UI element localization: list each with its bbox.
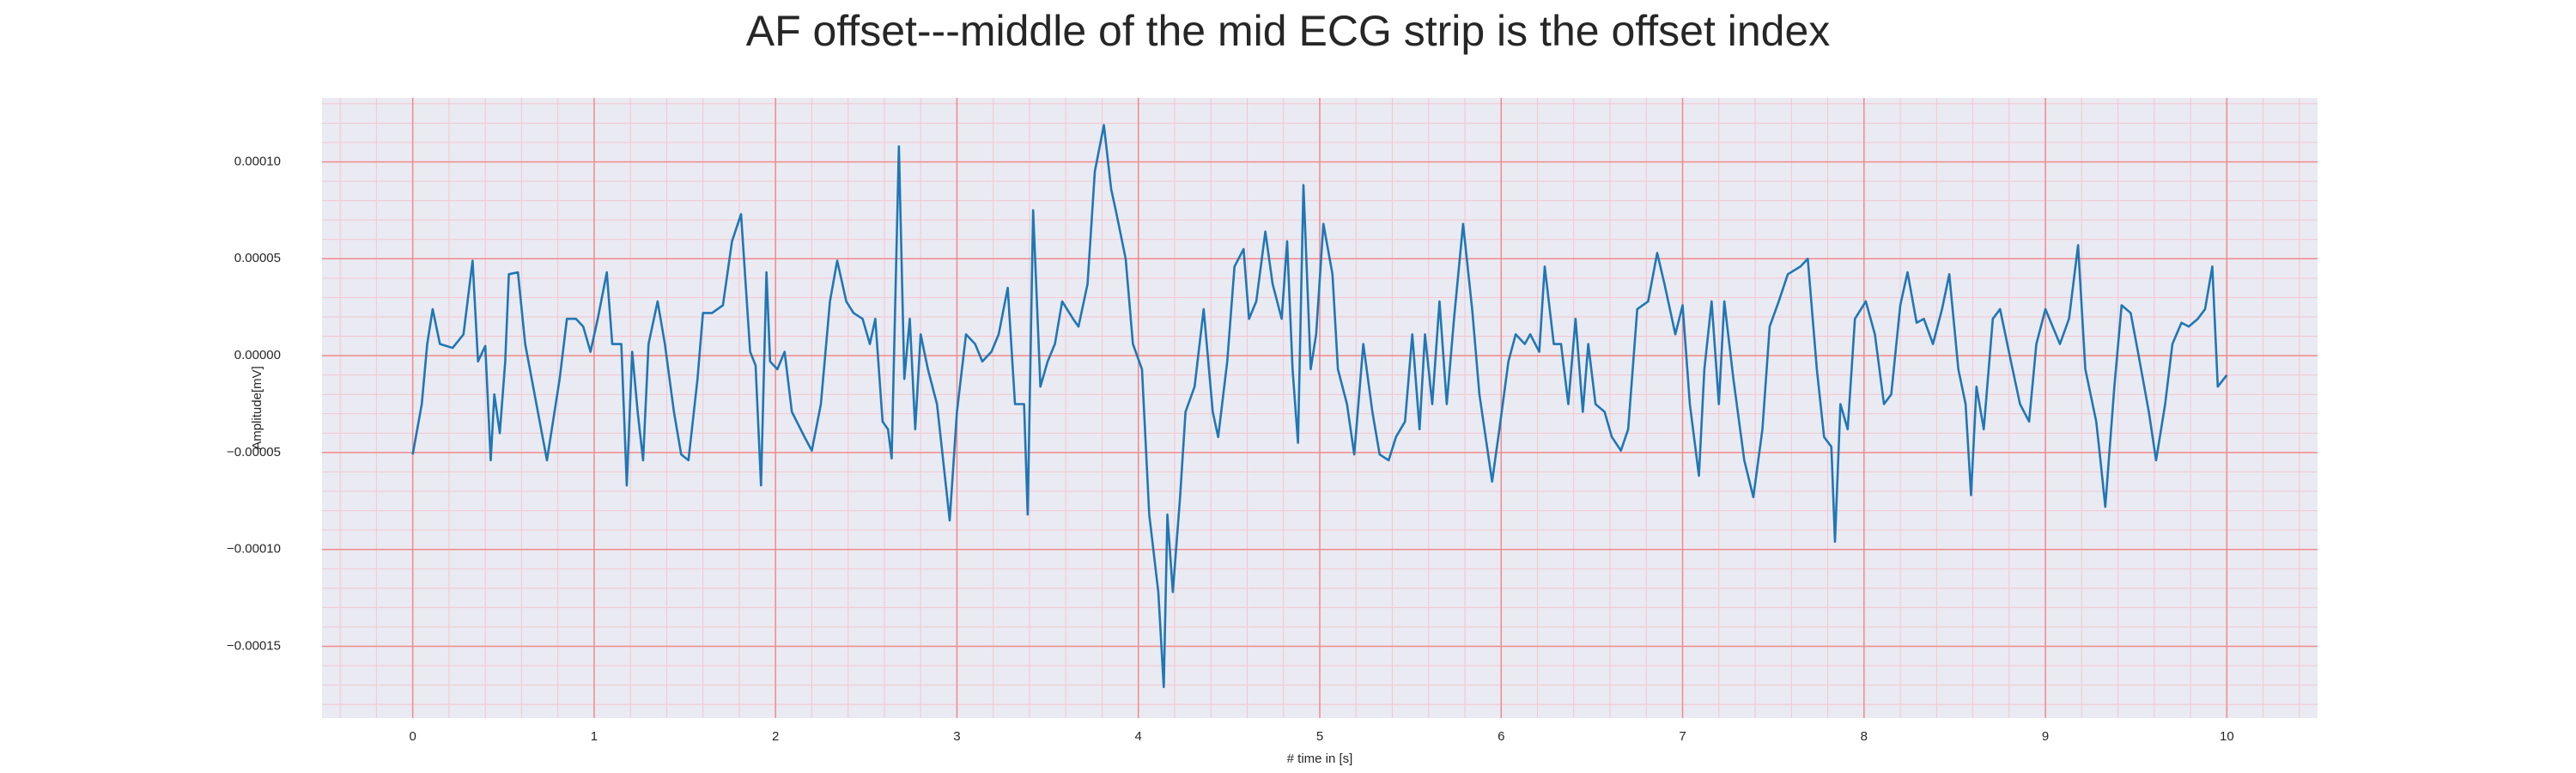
- y-tick-label: 0.00000: [234, 348, 281, 362]
- x-axis-label: # time in [s]: [1287, 752, 1353, 766]
- x-tick-label: 6: [1498, 729, 1504, 744]
- chart-title: AF offset---middle of the mid ECG strip …: [746, 7, 1831, 55]
- x-tick-label: 1: [591, 729, 598, 744]
- x-tick-label: 7: [1679, 729, 1686, 744]
- x-tick-label: 5: [1316, 729, 1323, 744]
- x-tick-label: 3: [953, 729, 960, 744]
- x-tick-label: 0: [409, 729, 416, 744]
- x-tick-label: 10: [2220, 729, 2234, 744]
- y-tick-label: −0.00005: [227, 445, 281, 460]
- x-tick-label: 2: [772, 729, 779, 744]
- y-tick-label: −0.00010: [227, 542, 281, 557]
- y-tick-label: 0.00005: [234, 251, 281, 265]
- y-tick-label: −0.00015: [227, 638, 281, 653]
- ecg-line: [411, 124, 2228, 689]
- x-tick-label: 4: [1135, 729, 1142, 744]
- y-tick-label: 0.00010: [234, 154, 281, 168]
- x-tick-label: 8: [1861, 729, 1868, 744]
- x-tick-label: 9: [2042, 729, 2049, 744]
- y-axis-label: Amplitude[mV]: [250, 366, 264, 450]
